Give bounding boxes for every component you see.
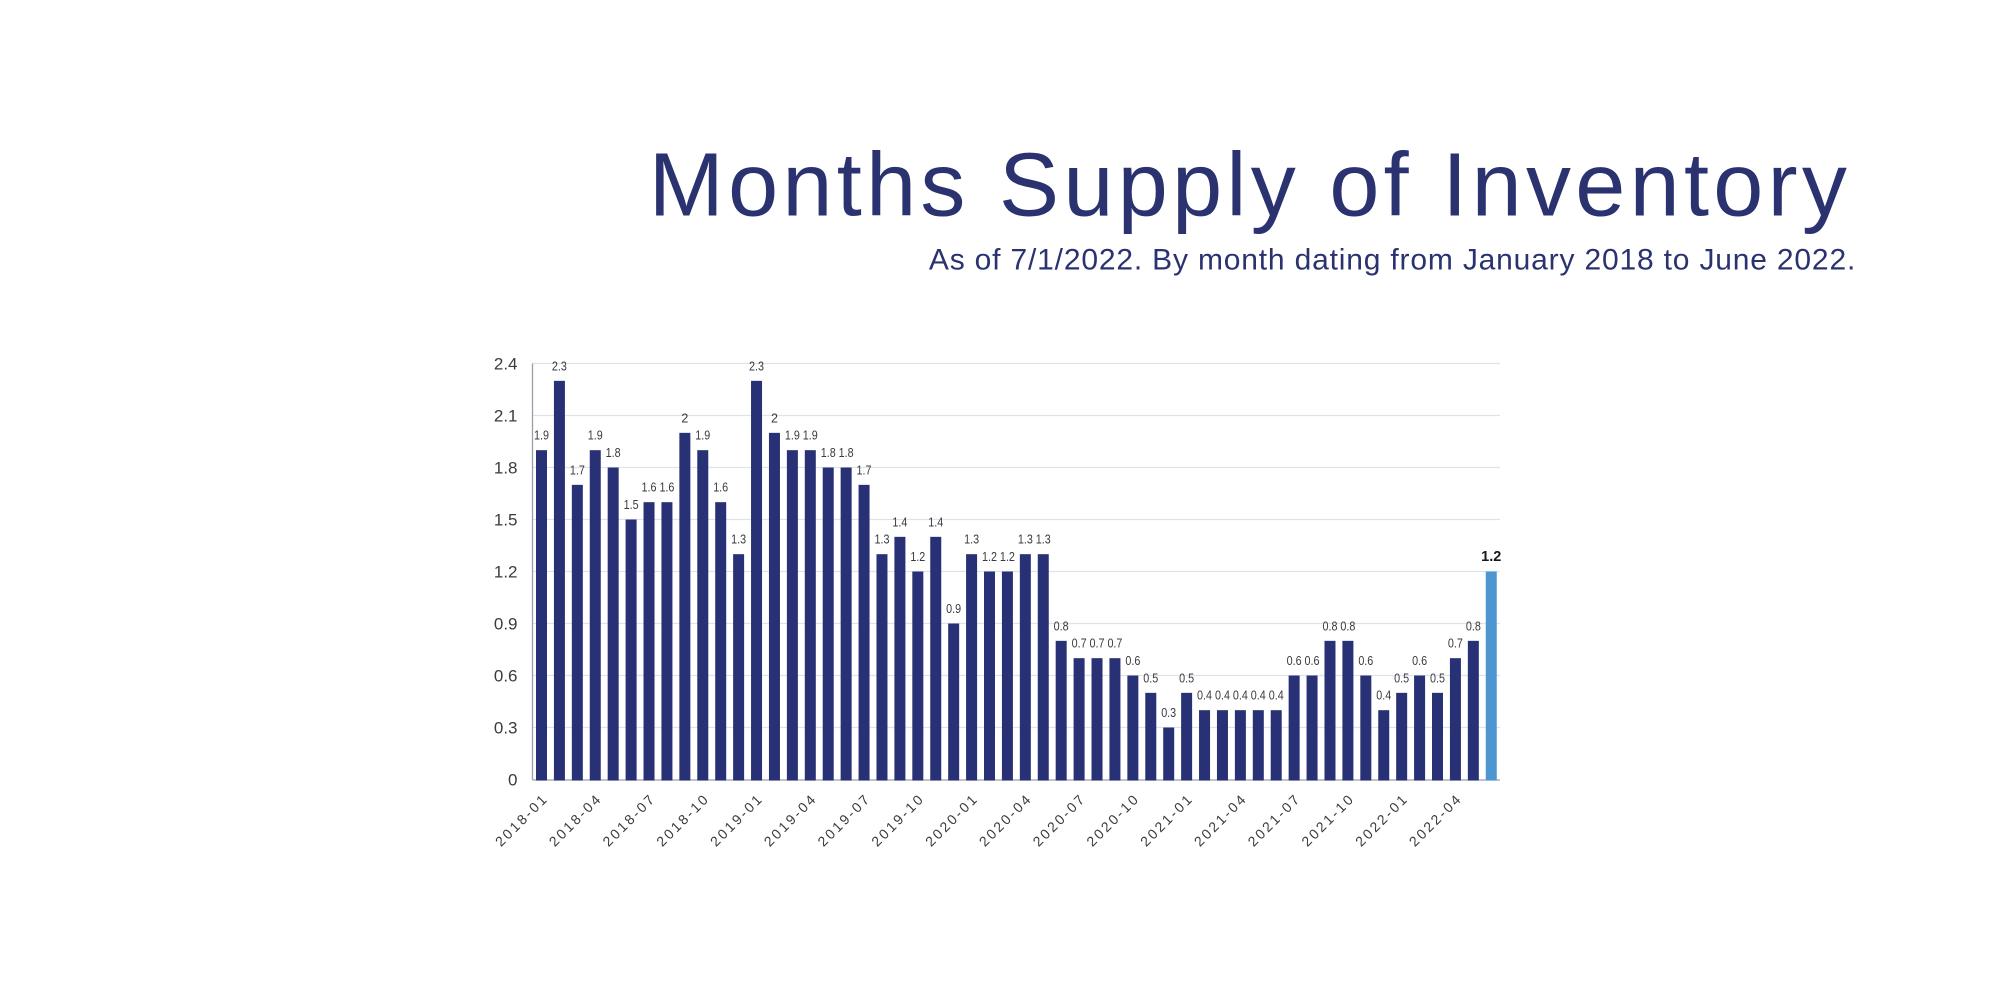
svg-text:0.8: 0.8 [1322, 619, 1337, 633]
svg-text:0.6: 0.6 [1305, 654, 1320, 668]
svg-text:0.4: 0.4 [1215, 689, 1230, 703]
svg-text:1.7: 1.7 [857, 463, 872, 477]
svg-text:0.4: 0.4 [1197, 689, 1212, 703]
svg-text:1.9: 1.9 [588, 429, 603, 443]
svg-text:0.4: 0.4 [1269, 689, 1284, 703]
svg-text:1.2: 1.2 [1000, 550, 1015, 564]
svg-text:0.5: 0.5 [1430, 671, 1445, 685]
svg-text:2.3: 2.3 [552, 359, 567, 373]
svg-text:1.2: 1.2 [910, 550, 925, 564]
svg-text:1.8: 1.8 [821, 446, 836, 460]
svg-text:0.9: 0.9 [494, 615, 518, 634]
svg-text:0.7: 0.7 [1072, 637, 1087, 651]
svg-text:1.9: 1.9 [534, 429, 549, 443]
svg-text:0.8: 0.8 [1340, 619, 1355, 633]
svg-text:2.3: 2.3 [749, 359, 764, 373]
svg-text:Months Supply of Inventory: Months Supply of Inventory [649, 136, 1851, 236]
svg-text:0.6: 0.6 [1358, 654, 1373, 668]
svg-text:0.6: 0.6 [494, 667, 518, 686]
svg-text:0.4: 0.4 [1376, 689, 1391, 703]
svg-text:0.7: 0.7 [1090, 637, 1105, 651]
svg-text:1.9: 1.9 [785, 429, 800, 443]
svg-text:2: 2 [771, 411, 778, 425]
svg-text:0.6: 0.6 [1412, 654, 1427, 668]
svg-text:1.8: 1.8 [606, 446, 621, 460]
svg-text:0.6: 0.6 [1287, 654, 1302, 668]
svg-text:1.7: 1.7 [570, 463, 585, 477]
svg-text:0.3: 0.3 [1161, 706, 1176, 720]
svg-text:As of 7/1/2022. By month datin: As of 7/1/2022. By month dating from Jan… [929, 244, 1856, 277]
svg-text:1.5: 1.5 [494, 511, 518, 530]
svg-text:1.3: 1.3 [874, 533, 889, 547]
svg-text:2.4: 2.4 [494, 355, 518, 374]
svg-text:0.3: 0.3 [494, 719, 518, 738]
svg-text:0.9: 0.9 [946, 602, 961, 616]
svg-text:1.9: 1.9 [803, 429, 818, 443]
svg-text:0.4: 0.4 [1251, 689, 1266, 703]
svg-text:1.8: 1.8 [494, 459, 518, 478]
svg-text:1.2: 1.2 [1481, 549, 1501, 565]
svg-text:0.5: 0.5 [1179, 671, 1194, 685]
svg-text:0.7: 0.7 [1448, 637, 1463, 651]
svg-text:0.8: 0.8 [1466, 619, 1481, 633]
svg-text:1.3: 1.3 [964, 533, 979, 547]
svg-text:1.8: 1.8 [839, 446, 854, 460]
svg-text:0.7: 0.7 [1107, 637, 1122, 651]
svg-text:1.3: 1.3 [731, 533, 746, 547]
svg-text:1.6: 1.6 [713, 481, 728, 495]
svg-text:0.4: 0.4 [1233, 689, 1248, 703]
svg-text:1.2: 1.2 [494, 563, 518, 582]
svg-text:0.6: 0.6 [1125, 654, 1140, 668]
svg-text:0.5: 0.5 [1143, 671, 1158, 685]
svg-text:1.6: 1.6 [659, 481, 674, 495]
svg-text:0.8: 0.8 [1054, 619, 1069, 633]
svg-text:1.4: 1.4 [892, 515, 907, 529]
svg-text:1.5: 1.5 [624, 498, 639, 512]
svg-text:1.6: 1.6 [642, 481, 657, 495]
svg-text:2.1: 2.1 [494, 407, 518, 426]
svg-text:2: 2 [681, 411, 688, 425]
svg-text:1.9: 1.9 [695, 429, 710, 443]
svg-text:1.2: 1.2 [982, 550, 997, 564]
svg-text:0.5: 0.5 [1394, 671, 1409, 685]
svg-text:1.3: 1.3 [1036, 533, 1051, 547]
svg-text:0: 0 [508, 771, 517, 790]
svg-text:1.4: 1.4 [928, 515, 943, 529]
svg-text:1.3: 1.3 [1018, 533, 1033, 547]
